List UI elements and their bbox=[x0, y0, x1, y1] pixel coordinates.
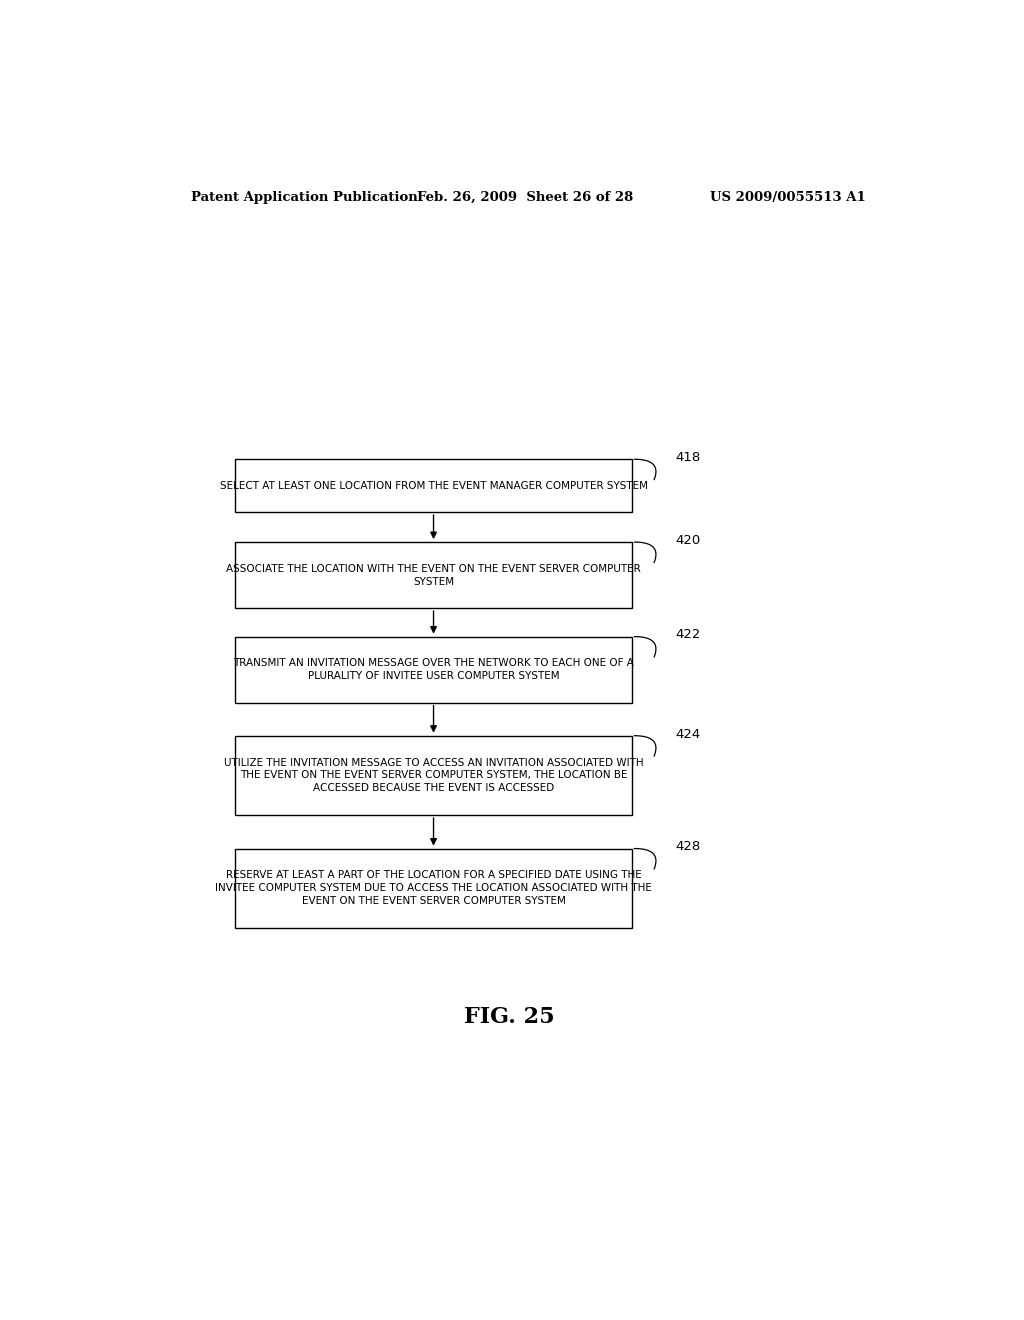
Text: Feb. 26, 2009  Sheet 26 of 28: Feb. 26, 2009 Sheet 26 of 28 bbox=[417, 190, 633, 203]
Bar bbox=[236, 849, 632, 928]
Text: SELECT AT LEAST ONE LOCATION FROM THE EVENT MANAGER COMPUTER SYSTEM: SELECT AT LEAST ONE LOCATION FROM THE EV… bbox=[219, 480, 647, 491]
Text: 428: 428 bbox=[676, 841, 700, 854]
Text: 418: 418 bbox=[676, 451, 700, 465]
Text: 420: 420 bbox=[676, 535, 700, 546]
Bar bbox=[236, 459, 632, 512]
Text: 422: 422 bbox=[676, 628, 701, 642]
Bar bbox=[236, 543, 632, 609]
Text: 424: 424 bbox=[676, 727, 700, 741]
Bar bbox=[236, 735, 632, 814]
Bar bbox=[236, 636, 632, 702]
Text: TRANSMIT AN INVITATION MESSAGE OVER THE NETWORK TO EACH ONE OF A
PLURALITY OF IN: TRANSMIT AN INVITATION MESSAGE OVER THE … bbox=[233, 659, 634, 681]
Text: US 2009/0055513 A1: US 2009/0055513 A1 bbox=[711, 190, 866, 203]
Text: FIG. 25: FIG. 25 bbox=[464, 1006, 554, 1028]
Text: ASSOCIATE THE LOCATION WITH THE EVENT ON THE EVENT SERVER COMPUTER
SYSTEM: ASSOCIATE THE LOCATION WITH THE EVENT ON… bbox=[226, 564, 641, 586]
Text: Patent Application Publication: Patent Application Publication bbox=[191, 190, 418, 203]
Text: UTILIZE THE INVITATION MESSAGE TO ACCESS AN INVITATION ASSOCIATED WITH
THE EVENT: UTILIZE THE INVITATION MESSAGE TO ACCESS… bbox=[223, 758, 643, 793]
Text: RESERVE AT LEAST A PART OF THE LOCATION FOR A SPECIFIED DATE USING THE
INVITEE C: RESERVE AT LEAST A PART OF THE LOCATION … bbox=[215, 870, 652, 906]
